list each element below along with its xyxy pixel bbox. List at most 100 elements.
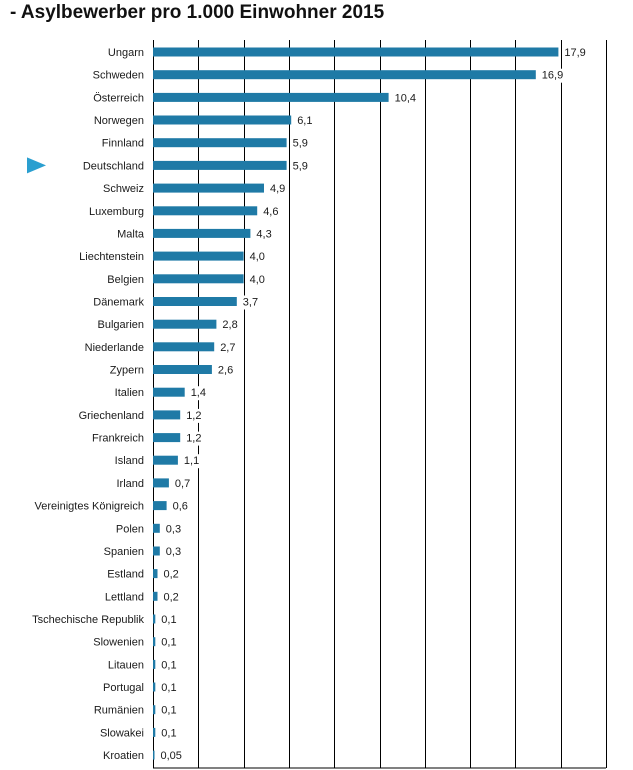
value-label-background [247, 272, 267, 287]
chart-title: - Asylbewerber pro 1.000 Einwohner 2015 [10, 2, 385, 23]
category-label: Bulgarien [98, 319, 144, 331]
value-label: 0,1 [161, 705, 176, 717]
value-label: 6,1 [297, 115, 312, 127]
value-label-background [172, 476, 193, 491]
value-label: 0,1 [161, 659, 176, 671]
category-label: Island [115, 455, 144, 467]
bar-polen [153, 523, 160, 533]
category-label: Liechtenstein [79, 251, 144, 263]
category-label: Ungarn [108, 47, 144, 59]
value-label-background [268, 182, 288, 197]
bar-finnland [153, 138, 287, 148]
bars [153, 47, 559, 760]
value-label-background [290, 136, 310, 151]
value-label-background [161, 567, 181, 582]
value-label-background [163, 522, 184, 537]
value-label: 4,0 [250, 274, 265, 286]
bar-bulgarien [153, 319, 217, 329]
category-label: Kroatien [103, 750, 144, 762]
category-label: Griechenland [79, 410, 144, 422]
value-label: 4,6 [263, 206, 278, 218]
value-label: 0,7 [175, 478, 190, 490]
value-label-background [159, 658, 179, 673]
value-label: 2,7 [220, 342, 235, 354]
value-label: 17,9 [564, 47, 585, 59]
bar-griechenland [153, 410, 181, 420]
value-label: 2,6 [218, 365, 233, 377]
value-label: 1,4 [191, 387, 206, 399]
value-label: 0,05 [161, 750, 182, 762]
value-label-background [158, 749, 184, 764]
value-label-background [539, 68, 566, 83]
value-label-background [161, 590, 181, 605]
bar-belgien [153, 274, 244, 284]
value-label-background [170, 499, 190, 514]
value-label: 1,1 [184, 455, 199, 467]
value-label: 16,9 [542, 70, 563, 82]
bar-italien [153, 387, 185, 397]
category-label: Zypern [110, 365, 144, 377]
value-label-background [392, 91, 418, 106]
bar-spanien [153, 546, 160, 556]
value-label-background [159, 681, 179, 695]
category-label: Litauen [108, 659, 144, 671]
bar-estland [153, 569, 158, 579]
bar-zypern [153, 365, 212, 374]
value-label: 0,1 [161, 614, 176, 626]
value-label-background [295, 114, 315, 128]
value-label: 5,9 [293, 138, 308, 150]
category-label: Finnland [102, 138, 144, 150]
value-label-background [247, 250, 267, 265]
value-label: 2,8 [222, 319, 237, 331]
bar-slowakei [153, 727, 156, 737]
category-label: Polen [116, 523, 144, 535]
bar-deutschland [153, 160, 287, 170]
category-label: Dänemark [93, 297, 144, 309]
value-label-background [159, 726, 179, 741]
value-label: 0,6 [173, 501, 188, 513]
value-label: 0,1 [161, 682, 176, 694]
bar-litauen [153, 659, 156, 669]
bar-luxemburg [153, 206, 258, 216]
bar-norwegen [153, 115, 292, 125]
category-label: Slowakei [100, 727, 144, 739]
value-label-background [181, 454, 202, 469]
value-label: 0,3 [166, 523, 181, 535]
value-label: 4,0 [250, 251, 265, 263]
value-label: 0,1 [161, 637, 176, 649]
bar-schweden [153, 70, 536, 80]
value-label: 0,2 [164, 569, 179, 581]
bar-lettland [153, 591, 158, 601]
value-label-background [159, 613, 179, 627]
value-label-background [215, 363, 236, 378]
category-label: Deutschland [83, 160, 144, 172]
value-label: 3,7 [243, 297, 258, 309]
category-label: Frankreich [92, 433, 144, 445]
value-label: 4,3 [256, 228, 271, 240]
bar-rumänien [153, 705, 156, 715]
value-label: 10,4 [395, 92, 416, 104]
bar-niederlande [153, 342, 215, 352]
category-label: Norwegen [94, 115, 144, 127]
category-label: Irland [116, 478, 144, 490]
value-label: 4,9 [270, 183, 285, 195]
value-label-background [159, 703, 179, 718]
bar-vereinigtes-königreich [153, 501, 167, 511]
category-label: Luxemburg [89, 206, 144, 218]
bar-frankreich [153, 433, 181, 443]
category-labels: Ungarn Schweden Österreich Norwegen Finnland… [32, 47, 145, 762]
value-label-background [254, 227, 274, 242]
value-label-background [184, 431, 204, 446]
bar-tschechische-republik [153, 614, 156, 624]
value-label-background [188, 386, 208, 401]
bar-irland [153, 478, 169, 488]
bar-schweiz [153, 183, 264, 193]
value-label-background [290, 159, 310, 174]
category-label: Estland [107, 569, 144, 581]
value-label-background [163, 545, 184, 559]
category-label: Portugal [103, 682, 144, 694]
category-label: Niederlande [85, 342, 144, 354]
category-label: Spanien [104, 546, 144, 558]
category-label: Italien [115, 387, 144, 399]
value-label-background [184, 408, 204, 423]
